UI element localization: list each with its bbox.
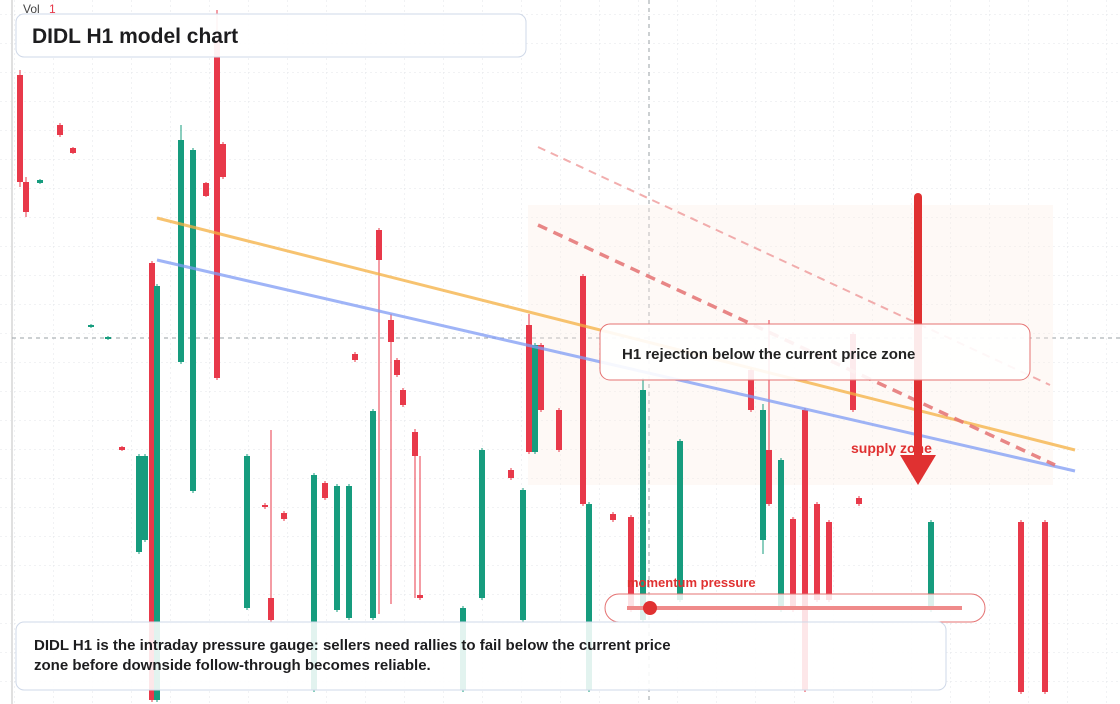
candle-body <box>214 40 220 378</box>
candle-body <box>322 483 328 498</box>
candle-body <box>311 475 317 690</box>
caption-box <box>15 621 947 691</box>
dashed-resistance <box>537 223 1056 467</box>
candle-body <box>105 337 111 339</box>
annotation-text: H1 rejection below the current price zon… <box>622 346 915 363</box>
candle-body <box>376 230 382 260</box>
candle-body <box>203 183 209 196</box>
candle-body <box>412 432 418 456</box>
candle-body <box>190 150 196 491</box>
candle-body <box>520 490 526 620</box>
candle-body <box>388 320 394 342</box>
caption-holder: DIDL H1 is the intraday pressure gauge: … <box>34 637 671 674</box>
candle-body <box>766 450 772 504</box>
candle-body <box>856 498 862 504</box>
candle-body <box>352 354 358 360</box>
candle-body <box>1018 522 1024 692</box>
candle-body <box>790 519 796 610</box>
candle-body <box>244 456 250 608</box>
candle-body <box>778 460 784 610</box>
candle-body <box>526 325 532 452</box>
candle-body <box>556 410 562 450</box>
candle-body <box>142 456 148 540</box>
down-arrow-head <box>900 455 936 485</box>
candle-body <box>928 522 934 610</box>
candle-body <box>580 276 586 504</box>
vol-value: 1 <box>49 2 56 16</box>
candle-body <box>88 325 94 327</box>
candle-body <box>748 370 754 410</box>
candle-body <box>370 411 376 618</box>
candle-body <box>677 441 683 600</box>
candle-body <box>610 514 616 520</box>
candle-body <box>119 447 125 450</box>
candle-body <box>346 486 352 618</box>
candle-body <box>57 125 63 135</box>
zone-label: supply zone <box>851 440 932 456</box>
candle-body <box>178 140 184 362</box>
candle-body <box>220 144 226 177</box>
candle-body <box>417 595 423 598</box>
candle-body <box>532 345 538 452</box>
annotation-box <box>599 323 1031 381</box>
candle-body <box>149 263 155 700</box>
gauge-label: momentum pressure <box>627 575 756 590</box>
candle-body <box>586 504 592 690</box>
candle-body <box>814 504 820 600</box>
candle-body <box>479 450 485 598</box>
candle-body <box>154 286 160 700</box>
candle-body <box>23 182 29 212</box>
dashed-resistance-upper <box>537 146 1051 386</box>
gauge-knob <box>643 601 657 615</box>
vol-label: Vol <box>23 2 40 16</box>
candle-body <box>281 513 287 519</box>
candle-body <box>37 180 43 183</box>
candle-body <box>262 505 268 507</box>
chart-title: DIDL H1 model chart <box>32 25 238 48</box>
candle-body <box>640 390 646 620</box>
caption: DIDL H1 is the intraday pressure gauge: … <box>34 637 671 674</box>
candle-body <box>136 456 142 552</box>
candle-body <box>394 360 400 375</box>
candle-body <box>70 148 76 153</box>
candle-body <box>760 410 766 540</box>
candle-body <box>1042 522 1048 692</box>
candle-body <box>334 486 340 610</box>
candle-body <box>628 517 634 610</box>
candle-body <box>268 598 274 620</box>
candle-body <box>538 345 544 410</box>
candle-body <box>826 522 832 600</box>
candle-body <box>400 390 406 405</box>
candle-body <box>508 470 514 478</box>
title-box <box>15 13 527 58</box>
candle-body <box>802 410 808 690</box>
candle-body <box>17 75 23 182</box>
